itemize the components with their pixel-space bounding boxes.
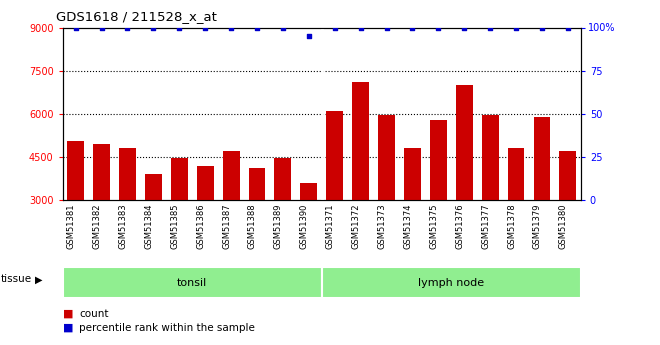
Bar (430, 120, 447, 200)
Bar (63, 267, 321, 298)
Bar (300, 183, 317, 200)
Point (433, 25, 444, 30)
Text: GSM51382: GSM51382 (92, 204, 102, 249)
Text: ■: ■ (63, 323, 77, 333)
Bar (456, 85, 473, 200)
Text: GSM51386: GSM51386 (196, 204, 205, 249)
Point (329, 25, 340, 30)
Text: GSM51374: GSM51374 (403, 204, 412, 249)
Bar (171, 158, 187, 200)
Text: ▶: ▶ (34, 275, 42, 284)
Bar (482, 115, 498, 200)
Point (355, 25, 366, 30)
Bar (378, 115, 395, 200)
Text: GSM51372: GSM51372 (352, 204, 360, 249)
Text: GSM51389: GSM51389 (274, 204, 283, 249)
Text: 100%: 100% (588, 23, 615, 32)
Bar (145, 174, 162, 200)
Text: GDS1618 / 211528_x_at: GDS1618 / 211528_x_at (56, 10, 217, 23)
Point (407, 25, 418, 30)
Bar (326, 111, 343, 200)
Text: GSM51375: GSM51375 (429, 204, 438, 249)
Text: GSM51377: GSM51377 (481, 204, 490, 249)
Bar (67, 141, 84, 200)
Text: GSM51371: GSM51371 (325, 204, 335, 249)
Text: percentile rank within the sample: percentile rank within the sample (79, 323, 255, 333)
Point (485, 25, 496, 30)
Point (174, 25, 185, 30)
Point (71, 25, 81, 30)
Bar (222, 151, 240, 200)
Point (122, 25, 133, 30)
Point (562, 25, 573, 30)
Point (278, 25, 288, 30)
Bar (404, 148, 421, 200)
Text: GSM51381: GSM51381 (67, 204, 76, 249)
Point (96, 25, 107, 30)
Point (459, 25, 469, 30)
Bar (93, 144, 110, 200)
Bar (560, 151, 576, 200)
Text: GSM51380: GSM51380 (559, 204, 568, 249)
Text: GSM51378: GSM51378 (507, 204, 516, 249)
Text: GSM51387: GSM51387 (222, 204, 231, 249)
Bar (533, 117, 550, 200)
Point (226, 25, 236, 30)
Point (381, 25, 392, 30)
Text: GSM51373: GSM51373 (378, 204, 387, 249)
Text: ■: ■ (63, 309, 77, 319)
Point (511, 25, 521, 30)
Text: GSM51383: GSM51383 (118, 204, 127, 249)
Text: GSM51388: GSM51388 (248, 204, 257, 249)
Bar (322, 267, 581, 298)
Text: count: count (79, 309, 109, 319)
Bar (197, 166, 214, 200)
Bar (508, 148, 525, 200)
Text: tissue: tissue (1, 275, 32, 284)
Point (537, 25, 547, 30)
Point (148, 25, 158, 30)
Bar (352, 82, 369, 200)
Bar (275, 158, 291, 200)
Text: GSM51385: GSM51385 (170, 204, 180, 249)
Point (304, 33, 314, 39)
Text: GSM51376: GSM51376 (455, 204, 464, 249)
Text: GSM51379: GSM51379 (533, 204, 542, 249)
Text: GSM51390: GSM51390 (300, 204, 309, 249)
Bar (249, 168, 265, 200)
Text: GSM51384: GSM51384 (145, 204, 153, 249)
Point (251, 25, 262, 30)
Text: lymph node: lymph node (418, 278, 484, 288)
Point (200, 25, 211, 30)
Text: tonsil: tonsil (177, 278, 207, 288)
Bar (119, 148, 136, 200)
